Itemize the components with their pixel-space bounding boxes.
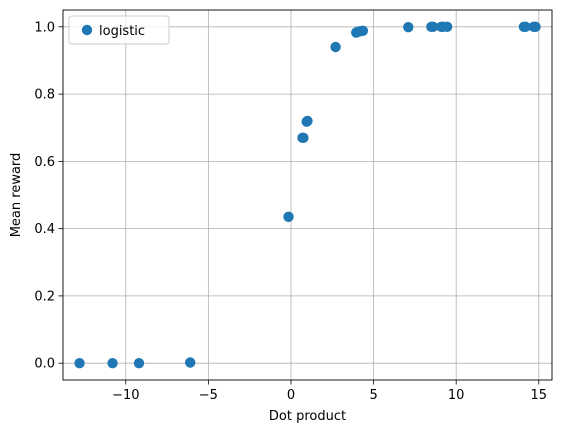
data-point [520,21,531,33]
axis-ticks: −10 −5 0 5 10 15 0.0 0.2 0.4 0.6 0.8 1.0 [34,20,547,403]
data-points [74,21,541,369]
legend-box [68,15,170,45]
y-tick-label: 0.2 [34,289,55,304]
x-tick-label: −5 [199,388,218,403]
data-point [403,21,414,33]
data-point [283,211,294,223]
y-tick-label: 1.0 [34,20,55,35]
data-point [302,115,313,127]
x-tick-label: −10 [112,388,139,403]
grid-lines [63,10,552,380]
data-point [427,21,439,33]
x-tick-label: 0 [287,388,295,403]
y-tick-label: 0.6 [34,155,55,170]
data-point [185,357,196,368]
x-tick-label: 5 [369,388,377,403]
x-tick-label: 10 [448,388,465,403]
y-axis-label: Mean reward [9,153,24,238]
data-point [357,25,369,37]
legend-marker [81,24,93,36]
plot-frame [62,9,553,381]
data-point [441,21,453,33]
x-axis-label: Dot product [269,409,346,424]
data-point [330,41,341,53]
legend-label-logistic: logistic [99,24,145,39]
y-tick-label: 0.0 [34,357,55,372]
y-tick-label: 0.4 [34,222,55,237]
data-point [530,21,541,33]
data-point [107,357,118,369]
data-point [74,357,85,369]
data-point [133,357,145,369]
y-tick-label: 0.8 [34,88,55,103]
data-point [298,132,309,144]
legend: logistic [68,15,170,45]
x-tick-label: 15 [531,388,548,403]
